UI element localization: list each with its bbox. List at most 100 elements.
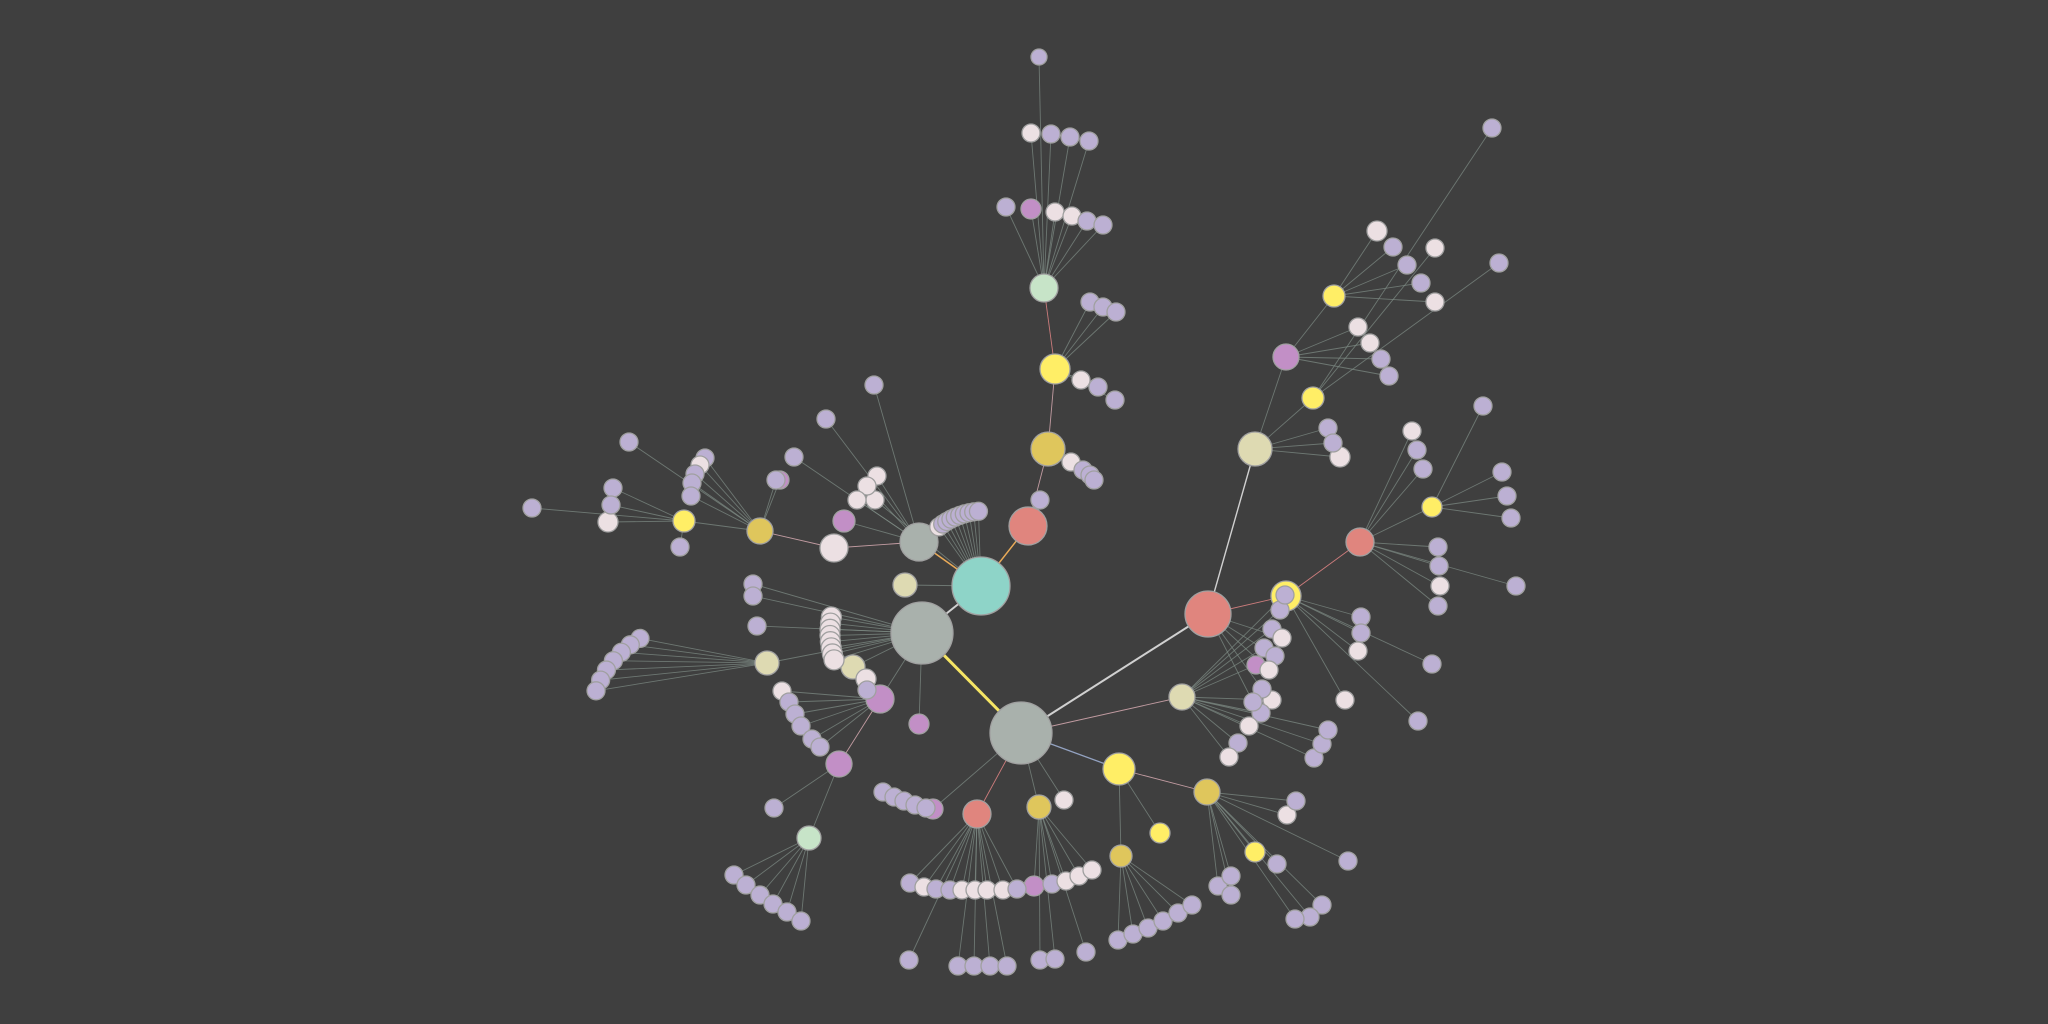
graph-node-leaf[interactable] — [1285, 909, 1305, 929]
graph-node-leaf[interactable] — [1379, 366, 1399, 386]
graph-node-leaf[interactable] — [857, 680, 877, 700]
graph-node-leaf[interactable] — [1221, 866, 1241, 886]
graph-node-leaf[interactable] — [1501, 508, 1521, 528]
graph-node-leaf[interactable] — [857, 476, 877, 496]
graph-node-leaf[interactable] — [1084, 470, 1104, 490]
graph-node-leaf[interactable] — [601, 495, 621, 515]
graph-node-leaf[interactable] — [1473, 396, 1493, 416]
graph-node-leaf[interactable] — [948, 956, 968, 976]
graph-node-leaf[interactable] — [1020, 198, 1042, 220]
graph-node-branch[interactable] — [1109, 844, 1133, 868]
graph-node-leaf[interactable] — [1077, 211, 1097, 231]
graph-node-leaf[interactable] — [1275, 585, 1295, 605]
graph-node-leaf[interactable] — [1318, 720, 1338, 740]
graph-node-leaf[interactable] — [1106, 302, 1126, 322]
graph-node-leaf[interactable] — [1079, 131, 1099, 151]
graph-node-leaf[interactable] — [777, 902, 797, 922]
graph-nodes[interactable] — [522, 48, 1526, 976]
graph-node-leaf[interactable] — [1045, 949, 1065, 969]
graph-node-branch[interactable] — [1026, 794, 1052, 820]
graph-node-leaf[interactable] — [1007, 879, 1027, 899]
graph-node-leaf[interactable] — [1267, 854, 1287, 874]
graph-node-leaf[interactable] — [899, 950, 919, 970]
graph-node-leaf[interactable] — [1430, 576, 1450, 596]
graph-node-leaf[interactable] — [1360, 333, 1380, 353]
graph-node-leaf[interactable] — [1277, 805, 1297, 825]
graph-node-leaf[interactable] — [1335, 690, 1355, 710]
graph-node-leaf[interactable] — [1407, 440, 1427, 460]
graph-node-branch[interactable] — [1272, 343, 1300, 371]
graph-node-branch[interactable] — [746, 517, 774, 545]
graph-node-hub[interactable] — [1184, 590, 1232, 638]
graph-node-hub[interactable] — [951, 556, 1011, 616]
graph-node-leaf[interactable] — [980, 956, 1000, 976]
graph-node-leaf[interactable] — [1428, 596, 1448, 616]
graph-node-leaf[interactable] — [1082, 860, 1102, 880]
graph-node-leaf[interactable] — [1272, 628, 1292, 648]
graph-node-leaf[interactable] — [1219, 747, 1239, 767]
graph-node-leaf[interactable] — [1425, 238, 1445, 258]
graph-node-leaf[interactable] — [1030, 490, 1050, 510]
graph-node-leaf[interactable] — [791, 716, 811, 736]
graph-node-leaf[interactable] — [1482, 118, 1502, 138]
graph-node-leaf[interactable] — [597, 511, 619, 533]
graph-node-leaf[interactable] — [1425, 292, 1445, 312]
graph-node-leaf[interactable] — [1045, 202, 1065, 222]
graph-node-branch[interactable] — [1345, 527, 1375, 557]
graph-node-leaf[interactable] — [1149, 822, 1171, 844]
graph-node-leaf[interactable] — [1221, 885, 1241, 905]
graph-node-leaf[interactable] — [603, 478, 623, 498]
graph-node-leaf[interactable] — [1497, 486, 1517, 506]
graph-node-hub[interactable] — [1008, 506, 1048, 546]
graph-node-branch[interactable] — [1168, 683, 1196, 711]
graph-node-branch[interactable] — [1322, 284, 1346, 308]
graph-node-leaf[interactable] — [1411, 273, 1431, 293]
graph-node-leaf[interactable] — [1041, 124, 1061, 144]
graph-node-leaf[interactable] — [977, 880, 997, 900]
graph-node-leaf[interactable] — [747, 616, 767, 636]
graph-node-leaf[interactable] — [1351, 607, 1371, 627]
graph-node-leaf[interactable] — [1489, 253, 1509, 273]
graph-node-leaf[interactable] — [1348, 317, 1368, 337]
graph-node-hub[interactable] — [899, 522, 939, 562]
graph-node-leaf[interactable] — [816, 409, 836, 429]
graph-node-leaf[interactable] — [1093, 215, 1113, 235]
graph-node-leaf[interactable] — [1259, 660, 1279, 680]
graph-node-leaf[interactable] — [1076, 942, 1096, 962]
graph-node-leaf[interactable] — [1060, 127, 1080, 147]
graph-node-branch[interactable] — [754, 650, 780, 676]
graph-node-leaf[interactable] — [1402, 421, 1422, 441]
graph-node-leaf[interactable] — [1428, 537, 1448, 557]
graph-node-leaf[interactable] — [1054, 790, 1074, 810]
graph-node-leaf[interactable] — [1397, 255, 1417, 275]
graph-node-hub[interactable] — [1237, 431, 1273, 467]
graph-node-leaf[interactable] — [1182, 895, 1202, 915]
graph-node-branch[interactable] — [796, 825, 822, 851]
graph-node-branch[interactable] — [962, 799, 992, 829]
graph-node-leaf[interactable] — [522, 498, 542, 518]
graph-node-leaf[interactable] — [908, 713, 930, 735]
graph-node-leaf[interactable] — [1244, 841, 1266, 863]
graph-node-hub[interactable] — [1102, 752, 1136, 786]
graph-node-leaf[interactable] — [1413, 459, 1433, 479]
graph-node-branch[interactable] — [832, 509, 856, 533]
graph-node-leaf[interactable] — [1506, 576, 1526, 596]
graph-node-leaf[interactable] — [1243, 692, 1263, 712]
graph-node-leaf[interactable] — [864, 375, 884, 395]
graph-node-hub[interactable] — [1030, 431, 1066, 467]
graph-node-leaf[interactable] — [736, 875, 756, 895]
graph-node-leaf[interactable] — [670, 537, 690, 557]
graph-node-leaf[interactable] — [1228, 733, 1248, 753]
graph-node-leaf[interactable] — [1383, 237, 1403, 257]
graph-node-leaf[interactable] — [1312, 895, 1332, 915]
graph-node-branch[interactable] — [1029, 273, 1059, 303]
graph-node-leaf[interactable] — [823, 649, 845, 671]
graph-node-leaf[interactable] — [1492, 462, 1512, 482]
graph-node-branch[interactable] — [1193, 778, 1221, 806]
graph-node-leaf[interactable] — [1030, 48, 1048, 66]
graph-node-branch[interactable] — [672, 509, 696, 533]
graph-node-leaf[interactable] — [743, 586, 763, 606]
graph-node-leaf[interactable] — [1408, 711, 1428, 731]
graph-node-leaf[interactable] — [968, 501, 989, 521]
